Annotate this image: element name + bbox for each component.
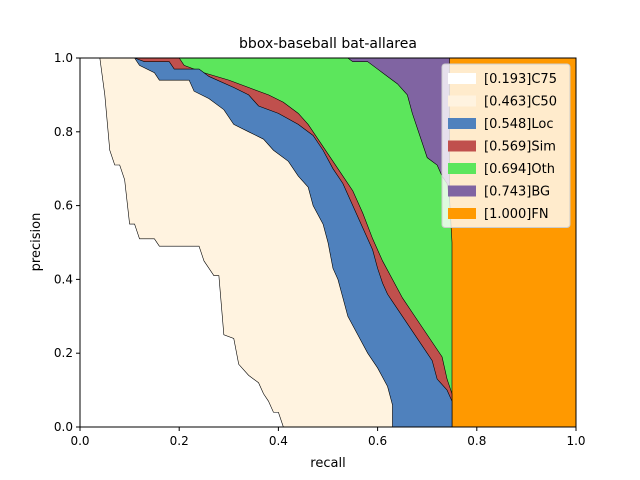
axis-ticks: 0.0 0.2 0.4 0.6 0.8 1.0 0.0 0.2 0.4 0.6 0.8 1.0 [54,51,586,448]
legend-label: [0.548]Loc [484,117,553,132]
area-series-0 [79,57,284,428]
x-tick-label: 0.0 [70,434,89,448]
x-axis-label: recall [310,456,345,471]
y-tick-label: 0.2 [54,346,73,360]
x-tick-label: 0.4 [269,434,288,448]
x-tick-label: 0.6 [368,434,387,448]
legend: [0.193]C75 [0.463]C50 [0.548]Loc [0.569]Sim… [441,63,571,228]
legend-swatch [448,163,476,174]
legend-label: [1.000]FN [484,207,549,222]
y-tick-label: 1.0 [54,51,73,65]
y-tick-label: 0.4 [54,272,73,286]
y-tick-label: 0.8 [54,125,73,139]
legend-swatch [448,140,476,152]
legend-label: [0.569]Sim [484,140,556,155]
legend-swatch [448,118,476,129]
legend-swatch [448,73,476,84]
legend-swatch [448,208,476,219]
area-layers [79,57,577,428]
legend-swatch [448,95,476,107]
legend-label: [0.743]BG [484,185,550,200]
legend-label: [0.193]C75 [484,72,557,87]
plot-frame [79,57,577,428]
legend-swatch [448,185,476,197]
legend-label: [0.694]Oth [484,162,555,177]
x-tick-label: 1.0 [566,434,585,448]
y-axis-label: precision [29,213,44,272]
x-tick-label: 0.2 [170,434,189,448]
y-tick-label: 0.6 [54,199,73,213]
legend-label: [0.463]C50 [484,95,557,110]
x-tick-label: 0.8 [467,434,486,448]
chart-title: bbox-baseball bat-allarea [239,36,417,52]
y-tick-label: 0.0 [54,420,73,434]
